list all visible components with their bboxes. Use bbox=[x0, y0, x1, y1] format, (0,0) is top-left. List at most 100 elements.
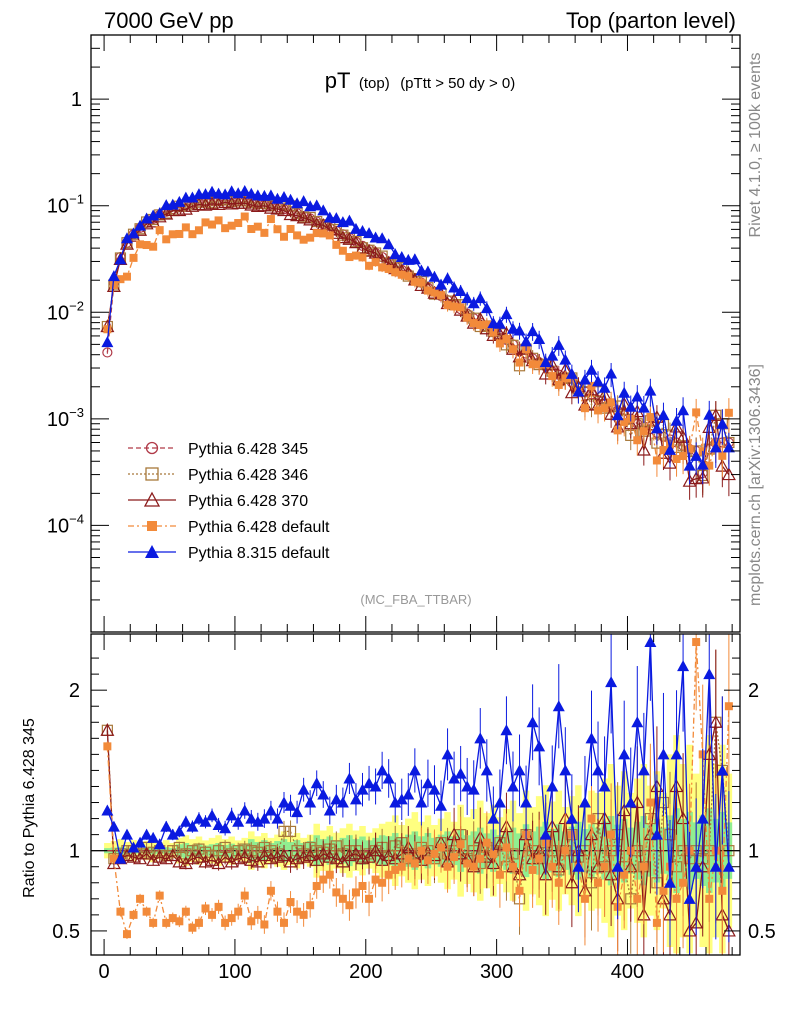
main-point-p370 bbox=[191, 197, 206, 211]
main-point-p6def bbox=[345, 253, 354, 262]
ratio-point-p6def bbox=[633, 894, 642, 903]
ratio-point-p8def bbox=[657, 748, 670, 760]
ytick-exponent: −2 bbox=[69, 298, 84, 313]
ratio-point-p8def bbox=[703, 668, 716, 680]
ratio-point-p8def bbox=[166, 828, 179, 840]
analysis-label: (MC_FBA_TTBAR) bbox=[360, 592, 471, 607]
main-point-p370 bbox=[296, 210, 311, 224]
ratio-point-p6def bbox=[227, 914, 236, 923]
ratio-point-p8def bbox=[264, 804, 277, 816]
ratio-point-p370 bbox=[218, 849, 233, 863]
ratio-point-p6def bbox=[391, 865, 400, 874]
main-point-p370 bbox=[159, 206, 174, 220]
main-point-p8def bbox=[578, 373, 591, 385]
main-point-p6def bbox=[639, 427, 648, 436]
ratio-point-p6def bbox=[175, 917, 184, 926]
main-point-p6def bbox=[116, 275, 125, 284]
ratio-point-p8def bbox=[101, 804, 114, 816]
ratio-point-p6def bbox=[371, 875, 380, 884]
ratio-point-p6def bbox=[450, 853, 459, 862]
ratio-point-p6def bbox=[423, 856, 432, 865]
ratio-point-p8def bbox=[487, 812, 500, 824]
ratio-point-p6def bbox=[580, 894, 589, 903]
ratio-point-p6def bbox=[201, 904, 210, 913]
ratio-point-p6def bbox=[260, 920, 269, 929]
ytick-base: 10 bbox=[47, 515, 69, 537]
ratio-point-p6def bbox=[358, 881, 367, 890]
main-point-p370 bbox=[178, 201, 193, 215]
main-point-p6def bbox=[561, 374, 570, 383]
ratio-point-p370 bbox=[329, 851, 344, 865]
ratio-point-p6def bbox=[319, 875, 328, 884]
ratio-point-p6def bbox=[365, 894, 374, 903]
main-point-p8def bbox=[611, 409, 624, 421]
main-point-p6def bbox=[149, 242, 158, 251]
main-point-p6def bbox=[266, 215, 275, 224]
main-point-p8def bbox=[552, 338, 565, 350]
main-point-p6def bbox=[293, 231, 302, 240]
main-point-p370 bbox=[368, 245, 383, 259]
ratio-point-p370 bbox=[133, 851, 148, 865]
ratio-point-p8def bbox=[415, 796, 428, 808]
ratio-point-p8def bbox=[546, 780, 559, 792]
ratio-point-p6def bbox=[188, 923, 197, 932]
ratio-point-p8def bbox=[474, 732, 487, 744]
ratio-point-p8def bbox=[336, 796, 349, 808]
ratio-point-p370 bbox=[126, 849, 141, 863]
header-left: 7000 GeV pp bbox=[104, 8, 234, 33]
main-point-p6def bbox=[103, 325, 112, 334]
ratio-point-p6def bbox=[378, 878, 387, 887]
main-point-p8def bbox=[310, 199, 323, 211]
main-point-p6def bbox=[685, 445, 694, 454]
legend-marker-p6def bbox=[147, 521, 157, 531]
ratio-point-p6def bbox=[639, 862, 648, 871]
ratio-point-p6def bbox=[312, 881, 321, 890]
main-point-p6def bbox=[234, 219, 243, 228]
main-point-p8def bbox=[585, 363, 598, 375]
ratio-point-p8def bbox=[428, 783, 441, 795]
ratio-point-p8def bbox=[343, 772, 356, 784]
ratio-point-p8def bbox=[709, 860, 722, 872]
ratio-point-p8def bbox=[467, 783, 480, 795]
ratio-point-p6def bbox=[437, 843, 446, 852]
ratio-point-p6def bbox=[469, 862, 478, 871]
ratio-point-p6def bbox=[109, 854, 118, 863]
ratio-point-p8def bbox=[120, 828, 133, 840]
main-point-p8def bbox=[376, 232, 389, 244]
main-point-p8def bbox=[297, 195, 310, 207]
ratio-point-p6def bbox=[724, 702, 733, 711]
main-point-p6def bbox=[325, 231, 334, 240]
ratio-point-p8def bbox=[402, 788, 415, 800]
main-point-p6def bbox=[391, 268, 400, 277]
ratio-point-p6def bbox=[279, 918, 288, 927]
main-point-p6def bbox=[175, 229, 184, 238]
rivet-label: Rivet 4.1.0, ≥ 100k events bbox=[747, 53, 764, 238]
ratio-ytick-label: 2 bbox=[69, 680, 80, 702]
legend-entry-p346: Pythia 6.428 346 bbox=[128, 467, 308, 484]
ratio-point-p6def bbox=[299, 910, 308, 919]
ratio-point-p8def bbox=[284, 799, 297, 811]
ratio-point-p6def bbox=[587, 814, 596, 823]
main-point-p8def bbox=[140, 212, 153, 224]
main-point-p6def bbox=[286, 224, 295, 233]
ratio-point-p8def bbox=[395, 793, 408, 805]
ratio-point-p8def bbox=[696, 812, 709, 824]
ratio-point-p6def bbox=[234, 907, 243, 916]
legend: Pythia 6.428 345 Pythia 6.428 346 Pythia… bbox=[128, 441, 330, 562]
ratio-point-p8def bbox=[330, 793, 343, 805]
ratio-point-p6def bbox=[515, 886, 524, 895]
ratio-point-p8def bbox=[441, 748, 454, 760]
main-point-p370 bbox=[290, 208, 305, 222]
main-point-p6def bbox=[332, 240, 341, 249]
ratio-point-p6def bbox=[247, 917, 256, 926]
main-point-p6def bbox=[476, 320, 485, 329]
ytick-exponent: −3 bbox=[69, 405, 84, 420]
main-point-p8def bbox=[500, 308, 513, 320]
main-point-p6def bbox=[358, 253, 367, 262]
main-point-p6def bbox=[646, 413, 655, 422]
main-point-p6def bbox=[515, 358, 524, 367]
main-point-p6def bbox=[227, 221, 236, 230]
ratio-point-p8def bbox=[291, 806, 304, 818]
main-point-p8def bbox=[631, 390, 644, 402]
